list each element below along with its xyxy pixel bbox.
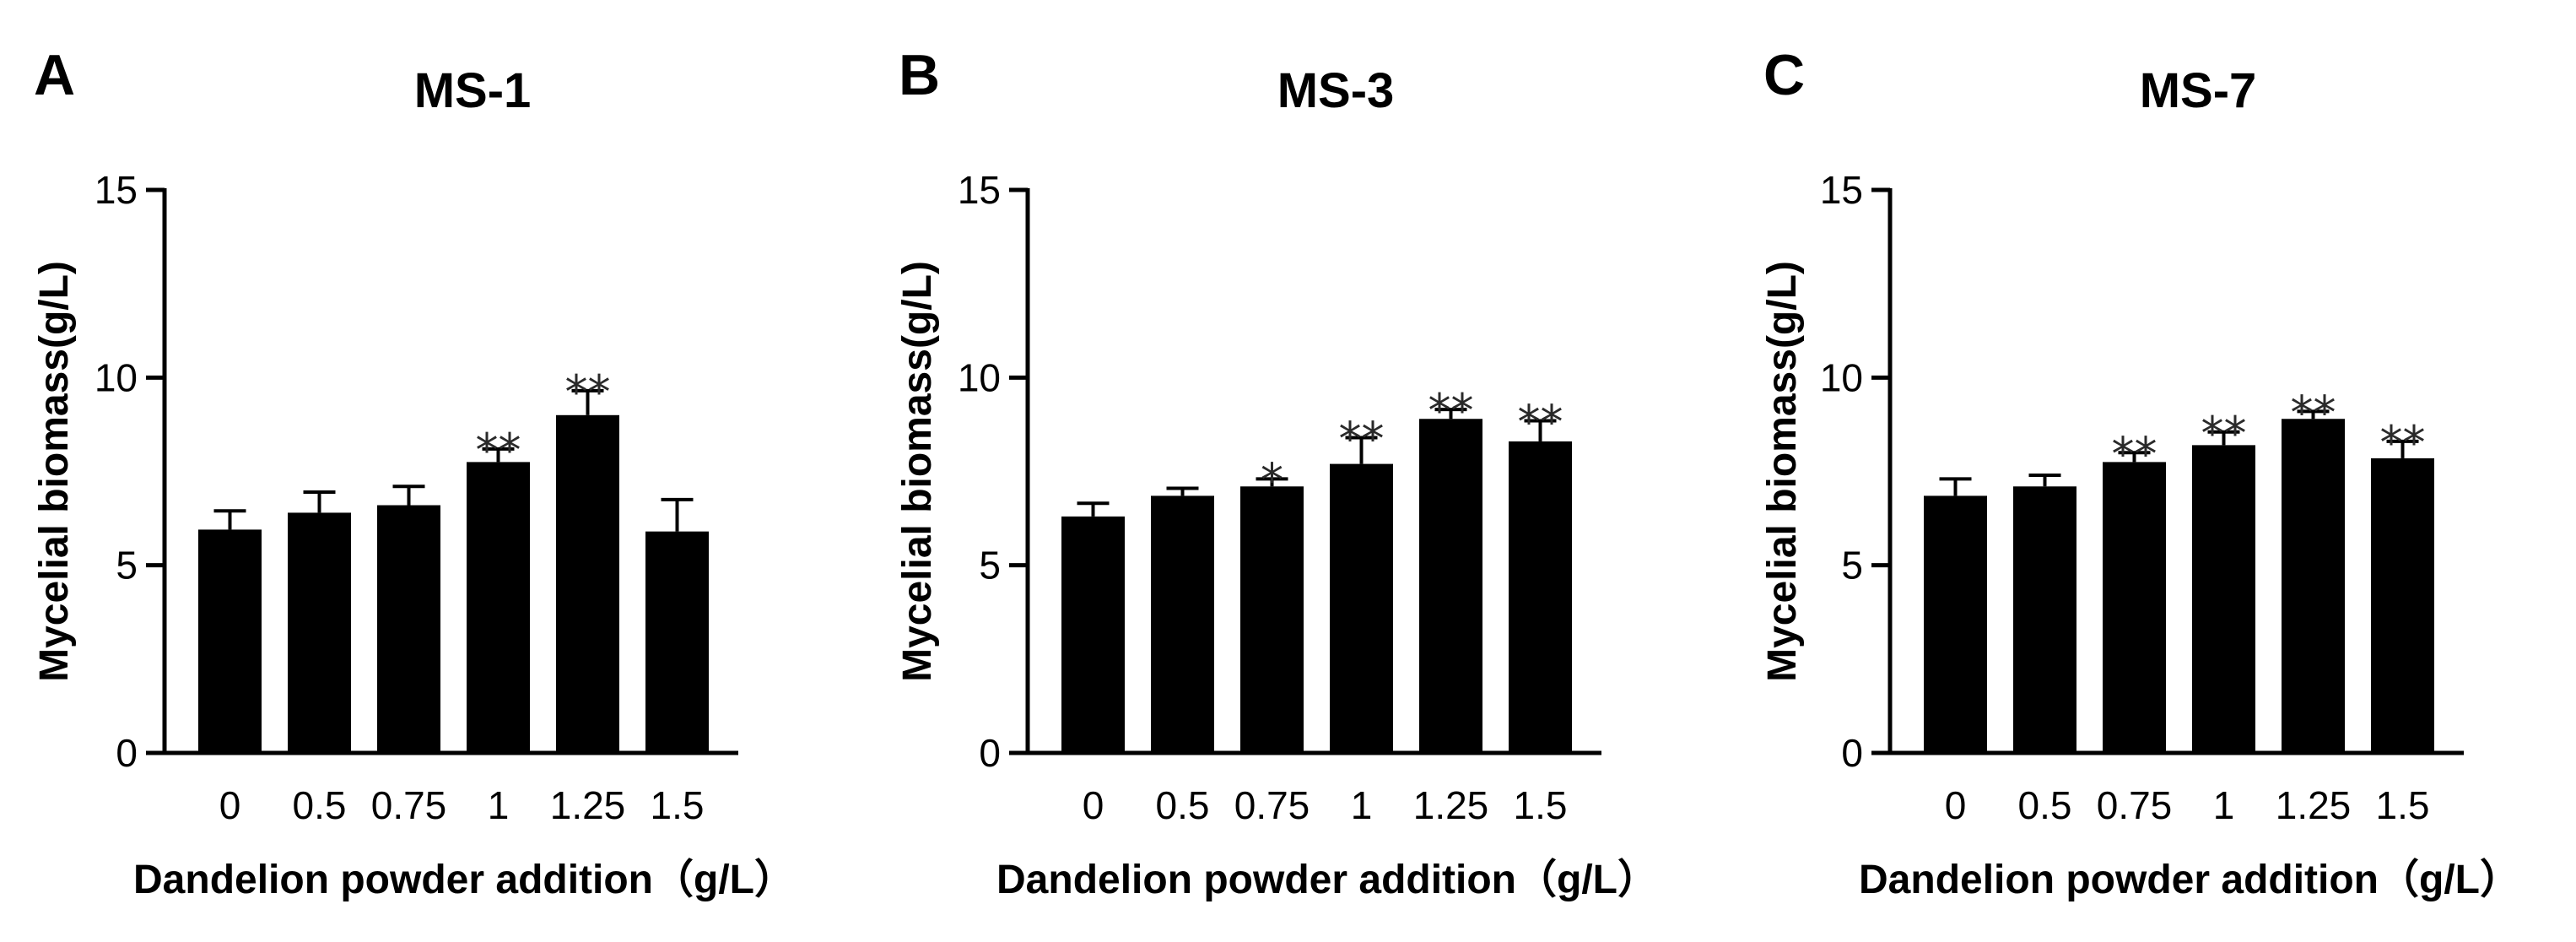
significance-label: ** — [565, 365, 611, 419]
x-axis-label: Dandelion powder addition（g/L） — [1859, 858, 2520, 902]
significance-label: ** — [2291, 386, 2336, 439]
significance-label: ** — [2112, 427, 2157, 480]
bar — [645, 531, 709, 753]
y-tick-label: 15 — [95, 168, 138, 212]
chart-panel-a: A MS-1 0 5 10 15 Mycelial biomass(g/L) 0 0.5 0.75… — [32, 43, 795, 902]
x-tick-label: 1 — [1351, 783, 1373, 827]
significance-label: * — [1261, 453, 1283, 506]
x-tick-label: 0.5 — [2018, 783, 2072, 827]
y-tick-label: 0 — [979, 731, 1001, 775]
x-axis-label: Dandelion powder addition（g/L） — [133, 858, 795, 902]
significance-label: ** — [476, 424, 521, 477]
x-tick-label: 0 — [1083, 783, 1104, 827]
x-tick-label: 0 — [219, 783, 241, 827]
chart-title: MS-3 — [1277, 63, 1395, 118]
x-tick-label: 0.75 — [1234, 783, 1310, 827]
bar — [1061, 516, 1125, 753]
bar — [2103, 462, 2166, 753]
x-tick-label: 1 — [2213, 783, 2235, 827]
bar — [2192, 445, 2255, 753]
y-tick-label: 10 — [95, 355, 138, 399]
x-tick-label: 1.25 — [1413, 783, 1489, 827]
bar — [556, 414, 619, 753]
significance-label: ** — [1428, 384, 1474, 437]
bar — [1240, 486, 1304, 753]
x-tick-label: 0 — [1945, 783, 1967, 827]
significance-label: ** — [2380, 416, 2426, 469]
x-tick-label: 1.5 — [2376, 783, 2430, 827]
y-axis-label: Mycelial biomass(g/L) — [895, 261, 940, 682]
bar — [1151, 495, 1214, 753]
bar — [2282, 419, 2345, 753]
x-tick-label: 0.5 — [293, 783, 347, 827]
bar — [2371, 457, 2434, 753]
x-tick-label: 0.5 — [1156, 783, 1210, 827]
bar — [1509, 441, 1572, 753]
y-axis-label: Mycelial biomass(g/L) — [1760, 261, 1805, 682]
x-tick-label: 1.5 — [1514, 783, 1568, 827]
bar — [198, 529, 262, 753]
significance-label: ** — [1339, 412, 1385, 465]
y-axis-label: Mycelial biomass(g/L) — [32, 261, 77, 682]
y-tick-label: 15 — [958, 168, 1001, 212]
y-tick-label: 5 — [979, 544, 1001, 587]
bar — [377, 505, 440, 753]
bar — [1924, 495, 1987, 753]
x-tick-label: 0.75 — [2097, 783, 2173, 827]
chart-panel-c: C MS-7 0 5 10 15 Mycelial biomass(g/L) 0 0.5 ** 0.… — [1760, 43, 2520, 902]
chart-panel-b: B MS-3 0 5 10 15 Mycelial biomass(g/L) 0 0.5 * 0.7… — [895, 43, 1658, 902]
panel-letter: B — [899, 43, 940, 107]
y-tick-label: 0 — [1841, 731, 1863, 775]
significance-label: ** — [1518, 395, 1563, 448]
x-tick-label: 1.25 — [2276, 783, 2352, 827]
x-tick-label: 0.75 — [371, 783, 447, 827]
significance-label: ** — [2201, 407, 2247, 460]
bar — [1330, 463, 1393, 753]
y-tick-label: 10 — [1820, 355, 1863, 399]
bar — [2013, 486, 2076, 753]
x-tick-label: 1.25 — [550, 783, 626, 827]
y-tick-label: 10 — [958, 355, 1001, 399]
x-tick-label: 1 — [488, 783, 510, 827]
x-axis-label: Dandelion powder addition（g/L） — [996, 858, 1658, 902]
panel-letter: A — [34, 43, 75, 107]
bar — [288, 512, 351, 753]
y-tick-label: 15 — [1820, 168, 1863, 212]
chart-title: MS-7 — [2140, 63, 2257, 118]
bar — [1419, 419, 1482, 753]
y-tick-label: 5 — [116, 544, 138, 587]
y-tick-label: 0 — [116, 731, 138, 775]
panel-letter: C — [1763, 43, 1805, 107]
chart-title: MS-1 — [414, 63, 532, 118]
x-tick-label: 1.5 — [651, 783, 705, 827]
bar — [467, 462, 530, 753]
y-tick-label: 5 — [1841, 544, 1863, 587]
